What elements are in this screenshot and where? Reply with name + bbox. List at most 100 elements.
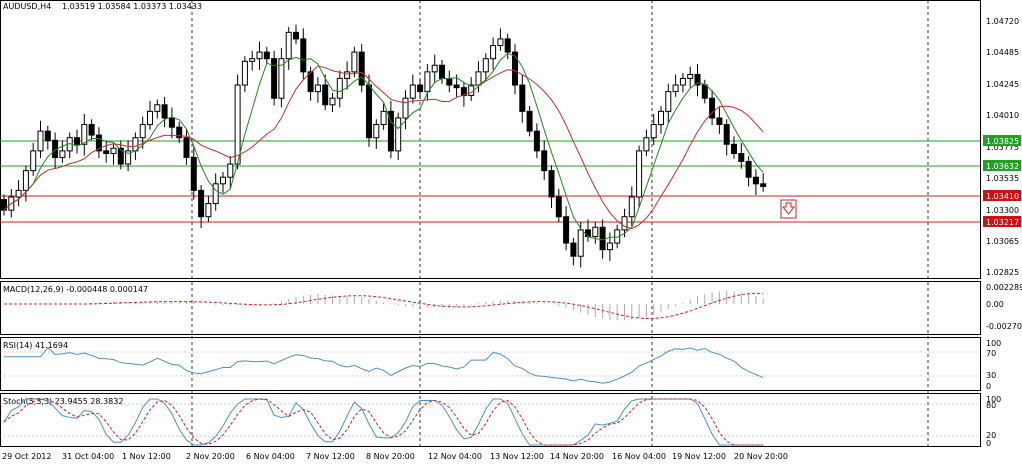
candle-body <box>752 176 759 185</box>
stoch-main-line <box>3 398 764 446</box>
rsi-tick: 0 <box>986 382 991 391</box>
candle-body <box>74 137 80 145</box>
candle-body <box>322 84 329 106</box>
candle-body <box>139 124 146 139</box>
price-tick: 1.04010 <box>986 111 1019 120</box>
macd-signal-line <box>4 292 764 320</box>
candle-body <box>271 58 278 99</box>
candle-body <box>570 242 577 257</box>
candle-body <box>227 163 234 178</box>
time-tick: 16 Nov 04:00 <box>612 452 666 461</box>
macd-label: MACD(12,26,9) -0.000448 0.000147 <box>3 285 148 294</box>
candle-body <box>161 104 168 119</box>
candle-body <box>15 189 22 198</box>
candle-body <box>599 226 606 251</box>
candle-body <box>512 51 518 86</box>
price-axis[interactable]: 1.04720 1.04485 1.04245 1.04010 1.03775 … <box>986 17 1019 277</box>
macd-pane[interactable] <box>0 281 981 335</box>
candle-body <box>205 203 212 218</box>
candle-body <box>490 45 497 60</box>
candle-body <box>409 84 416 99</box>
candle-body <box>95 134 102 152</box>
stoch-label: Stoch(5,3,3) 23.9455 28.3832 <box>3 397 123 406</box>
candle-body <box>636 150 643 198</box>
candle-body <box>431 64 438 73</box>
level-labels: 1.03825 1.03632 1.03410 1.03217 <box>983 135 1021 227</box>
price-tick: 1.04245 <box>986 80 1019 89</box>
price-tick: 1.03535 <box>986 174 1019 183</box>
stoch-tick: 100 <box>986 395 1001 404</box>
candle-body <box>117 147 124 165</box>
candle-body <box>687 73 694 79</box>
candle-body <box>373 124 380 139</box>
level-lines[interactable] <box>0 140 980 223</box>
candle-body <box>497 38 504 47</box>
time-tick: 8 Nov 20:00 <box>366 452 415 461</box>
candle-body <box>125 150 132 165</box>
candle-body <box>380 110 387 126</box>
candle-body <box>760 183 767 187</box>
candle-body <box>234 84 241 165</box>
rsi-tick: 30 <box>986 371 996 380</box>
candle-body <box>395 117 402 152</box>
ma-fast-line <box>3 52 764 241</box>
candle-body <box>519 84 526 112</box>
stoch-tick: 0 <box>986 439 991 448</box>
time-tick: 2 Nov 20:00 <box>186 452 235 461</box>
candle-body <box>738 153 745 162</box>
candle-body <box>439 64 445 79</box>
candle-body <box>103 150 110 155</box>
candle-body <box>285 31 292 60</box>
rsi-pane[interactable] <box>0 337 981 391</box>
candle-body <box>548 170 555 198</box>
candle-body <box>37 130 44 152</box>
candle-body <box>533 130 540 152</box>
candle-body <box>665 91 672 112</box>
level-label-green-1: 1.03825 <box>986 137 1019 146</box>
candle-body <box>241 60 248 86</box>
candle-body <box>475 71 482 86</box>
candle-body <box>628 196 635 218</box>
candle-body <box>402 97 409 119</box>
time-tick: 31 Oct 04:00 <box>62 452 114 461</box>
candle-body <box>358 51 365 86</box>
candle-body <box>453 84 460 89</box>
moving-averages <box>3 52 764 241</box>
candle-body <box>329 97 336 106</box>
macd-tick: 0.00 <box>986 300 1004 309</box>
macd-tick: -0.00270 <box>986 322 1022 331</box>
candle-body <box>168 117 175 128</box>
candle-body <box>314 84 321 93</box>
candle-body <box>555 196 562 218</box>
candle-body <box>672 84 679 93</box>
price-tick: 1.04720 <box>986 17 1019 26</box>
candle-body <box>694 73 701 86</box>
stoch-tick: 20 <box>986 431 996 440</box>
candle-body <box>307 71 314 93</box>
price-tick: 1.02825 <box>986 268 1019 277</box>
sell-arrow-icon[interactable] <box>780 199 797 219</box>
candle-body <box>336 77 343 99</box>
time-tick: 19 Nov 12:00 <box>672 452 726 461</box>
candle-body <box>190 156 197 191</box>
candle-body <box>723 124 730 145</box>
candle-body <box>198 189 205 218</box>
candles[interactable] <box>1 24 767 268</box>
candle-body <box>731 143 737 155</box>
ohlc-values: 1.03519 1.03584 1.03373 1.03433 <box>62 2 202 11</box>
candle-body <box>22 170 29 191</box>
candle-body <box>154 104 161 112</box>
macd-tick: 0.002289 <box>986 283 1022 292</box>
ma-slow-line <box>3 65 764 230</box>
time-axis[interactable]: 29 Oct 2012 31 Oct 04:00 1 Nov 12:00 2 N… <box>2 452 788 461</box>
price-pane[interactable] <box>0 0 981 279</box>
candle-body <box>212 183 219 205</box>
time-tick: 20 Nov 20:00 <box>734 452 788 461</box>
candle-body <box>387 110 394 152</box>
stoch-signal-line <box>3 398 764 446</box>
candle-body <box>541 150 548 172</box>
rsi-line <box>4 347 764 384</box>
candle-body <box>88 124 95 136</box>
level-label-red-2: 1.03217 <box>986 218 1019 227</box>
